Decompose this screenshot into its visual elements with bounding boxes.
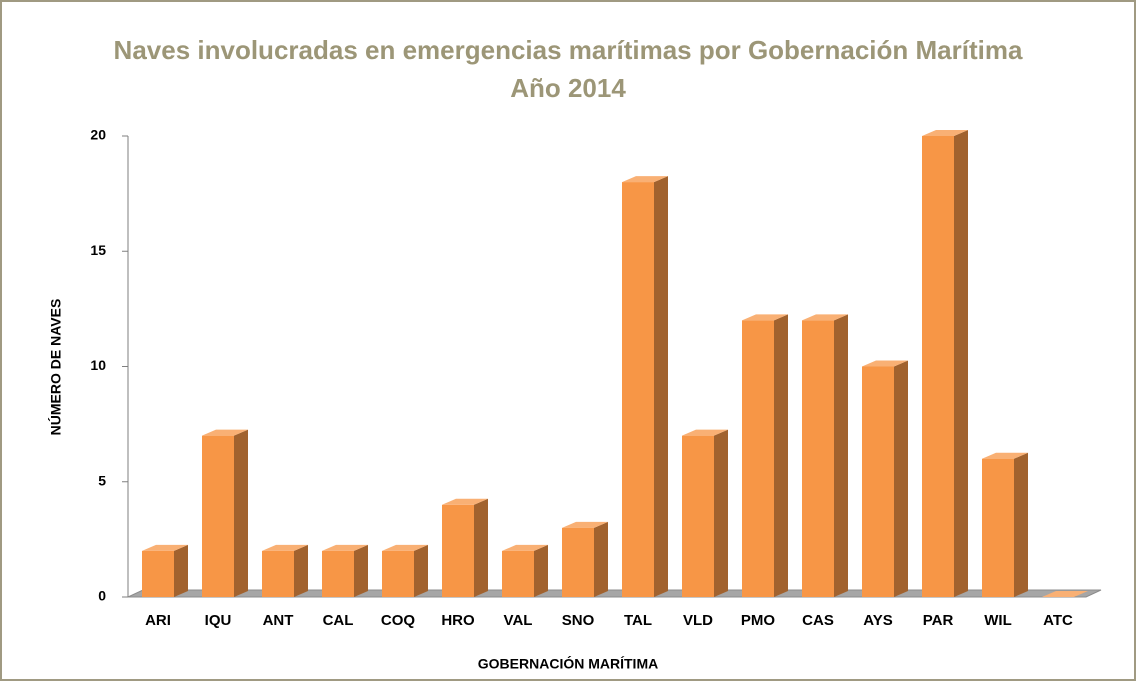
x-tick-label: IQU xyxy=(205,612,232,629)
chart-title: Año 2014 xyxy=(510,73,626,103)
bar xyxy=(622,182,654,597)
bar-side xyxy=(894,360,908,597)
bar-top xyxy=(622,176,668,183)
bar xyxy=(442,504,474,597)
bar-top xyxy=(1042,591,1088,597)
x-tick-label: PMO xyxy=(741,612,776,629)
bar-side xyxy=(354,544,368,597)
bar-top xyxy=(562,521,608,528)
bar xyxy=(982,458,1014,597)
bar xyxy=(382,550,414,597)
bar xyxy=(862,366,894,597)
x-tick-label: ARI xyxy=(145,612,171,629)
bar-side xyxy=(474,498,488,597)
bar-side xyxy=(594,521,608,597)
bar xyxy=(202,435,234,597)
bar xyxy=(322,550,354,597)
bar xyxy=(562,527,594,597)
bar-side xyxy=(414,544,428,597)
bar-top xyxy=(922,130,968,136)
x-tick-label: HRO xyxy=(441,612,475,629)
x-tick-label: ATC xyxy=(1043,612,1073,629)
y-tick-label: 5 xyxy=(98,472,106,488)
bar-top xyxy=(262,544,308,551)
y-tick-label: 0 xyxy=(98,588,106,604)
bar xyxy=(262,550,294,597)
bar-side xyxy=(954,130,968,597)
chart-title: Naves involucradas en emergencias maríti… xyxy=(114,35,1023,65)
bar xyxy=(742,320,774,597)
x-tick-label: TAL xyxy=(624,612,652,629)
x-tick-label: ANT xyxy=(263,612,294,629)
bar-top xyxy=(982,452,1028,459)
y-tick-label: 10 xyxy=(90,357,106,373)
bar-side xyxy=(654,176,668,597)
x-tick-label: COQ xyxy=(381,612,416,629)
x-tick-label: AYS xyxy=(863,612,892,629)
bar-side xyxy=(834,314,848,597)
bar-top xyxy=(322,544,368,551)
bar-top xyxy=(742,314,788,321)
x-tick-label: PAR xyxy=(923,612,954,629)
bar-side xyxy=(1014,452,1028,597)
bar-top xyxy=(382,544,428,551)
bar-top xyxy=(442,498,488,505)
bar-top xyxy=(202,429,248,436)
y-axis-label: NÚMERO DE NAVES xyxy=(47,299,64,436)
bar xyxy=(802,320,834,597)
bar-top xyxy=(502,544,548,551)
x-tick-label: VLD xyxy=(683,612,713,629)
bar xyxy=(502,550,534,597)
bar-top xyxy=(862,360,908,367)
bar-side xyxy=(234,429,248,597)
bar xyxy=(922,136,954,597)
x-tick-label: WIL xyxy=(984,612,1012,629)
bar-side xyxy=(714,429,728,597)
x-tick-label: VAL xyxy=(504,612,533,629)
bar xyxy=(142,550,174,597)
bar-side xyxy=(534,544,548,597)
x-tick-label: CAL xyxy=(323,612,354,629)
y-tick-label: 15 xyxy=(90,242,106,258)
y-tick-label: 20 xyxy=(90,127,106,143)
bar-side xyxy=(294,544,308,597)
x-tick-label: CAS xyxy=(802,612,834,629)
x-tick-label: SNO xyxy=(562,612,595,629)
bar-top xyxy=(682,429,728,436)
bar-side xyxy=(774,314,788,597)
bar-top xyxy=(802,314,848,321)
bar-side xyxy=(174,544,188,597)
bar-top xyxy=(142,544,188,551)
x-axis-label: GOBERNACIÓN MARÍTIMA xyxy=(478,655,658,672)
bar xyxy=(682,435,714,597)
